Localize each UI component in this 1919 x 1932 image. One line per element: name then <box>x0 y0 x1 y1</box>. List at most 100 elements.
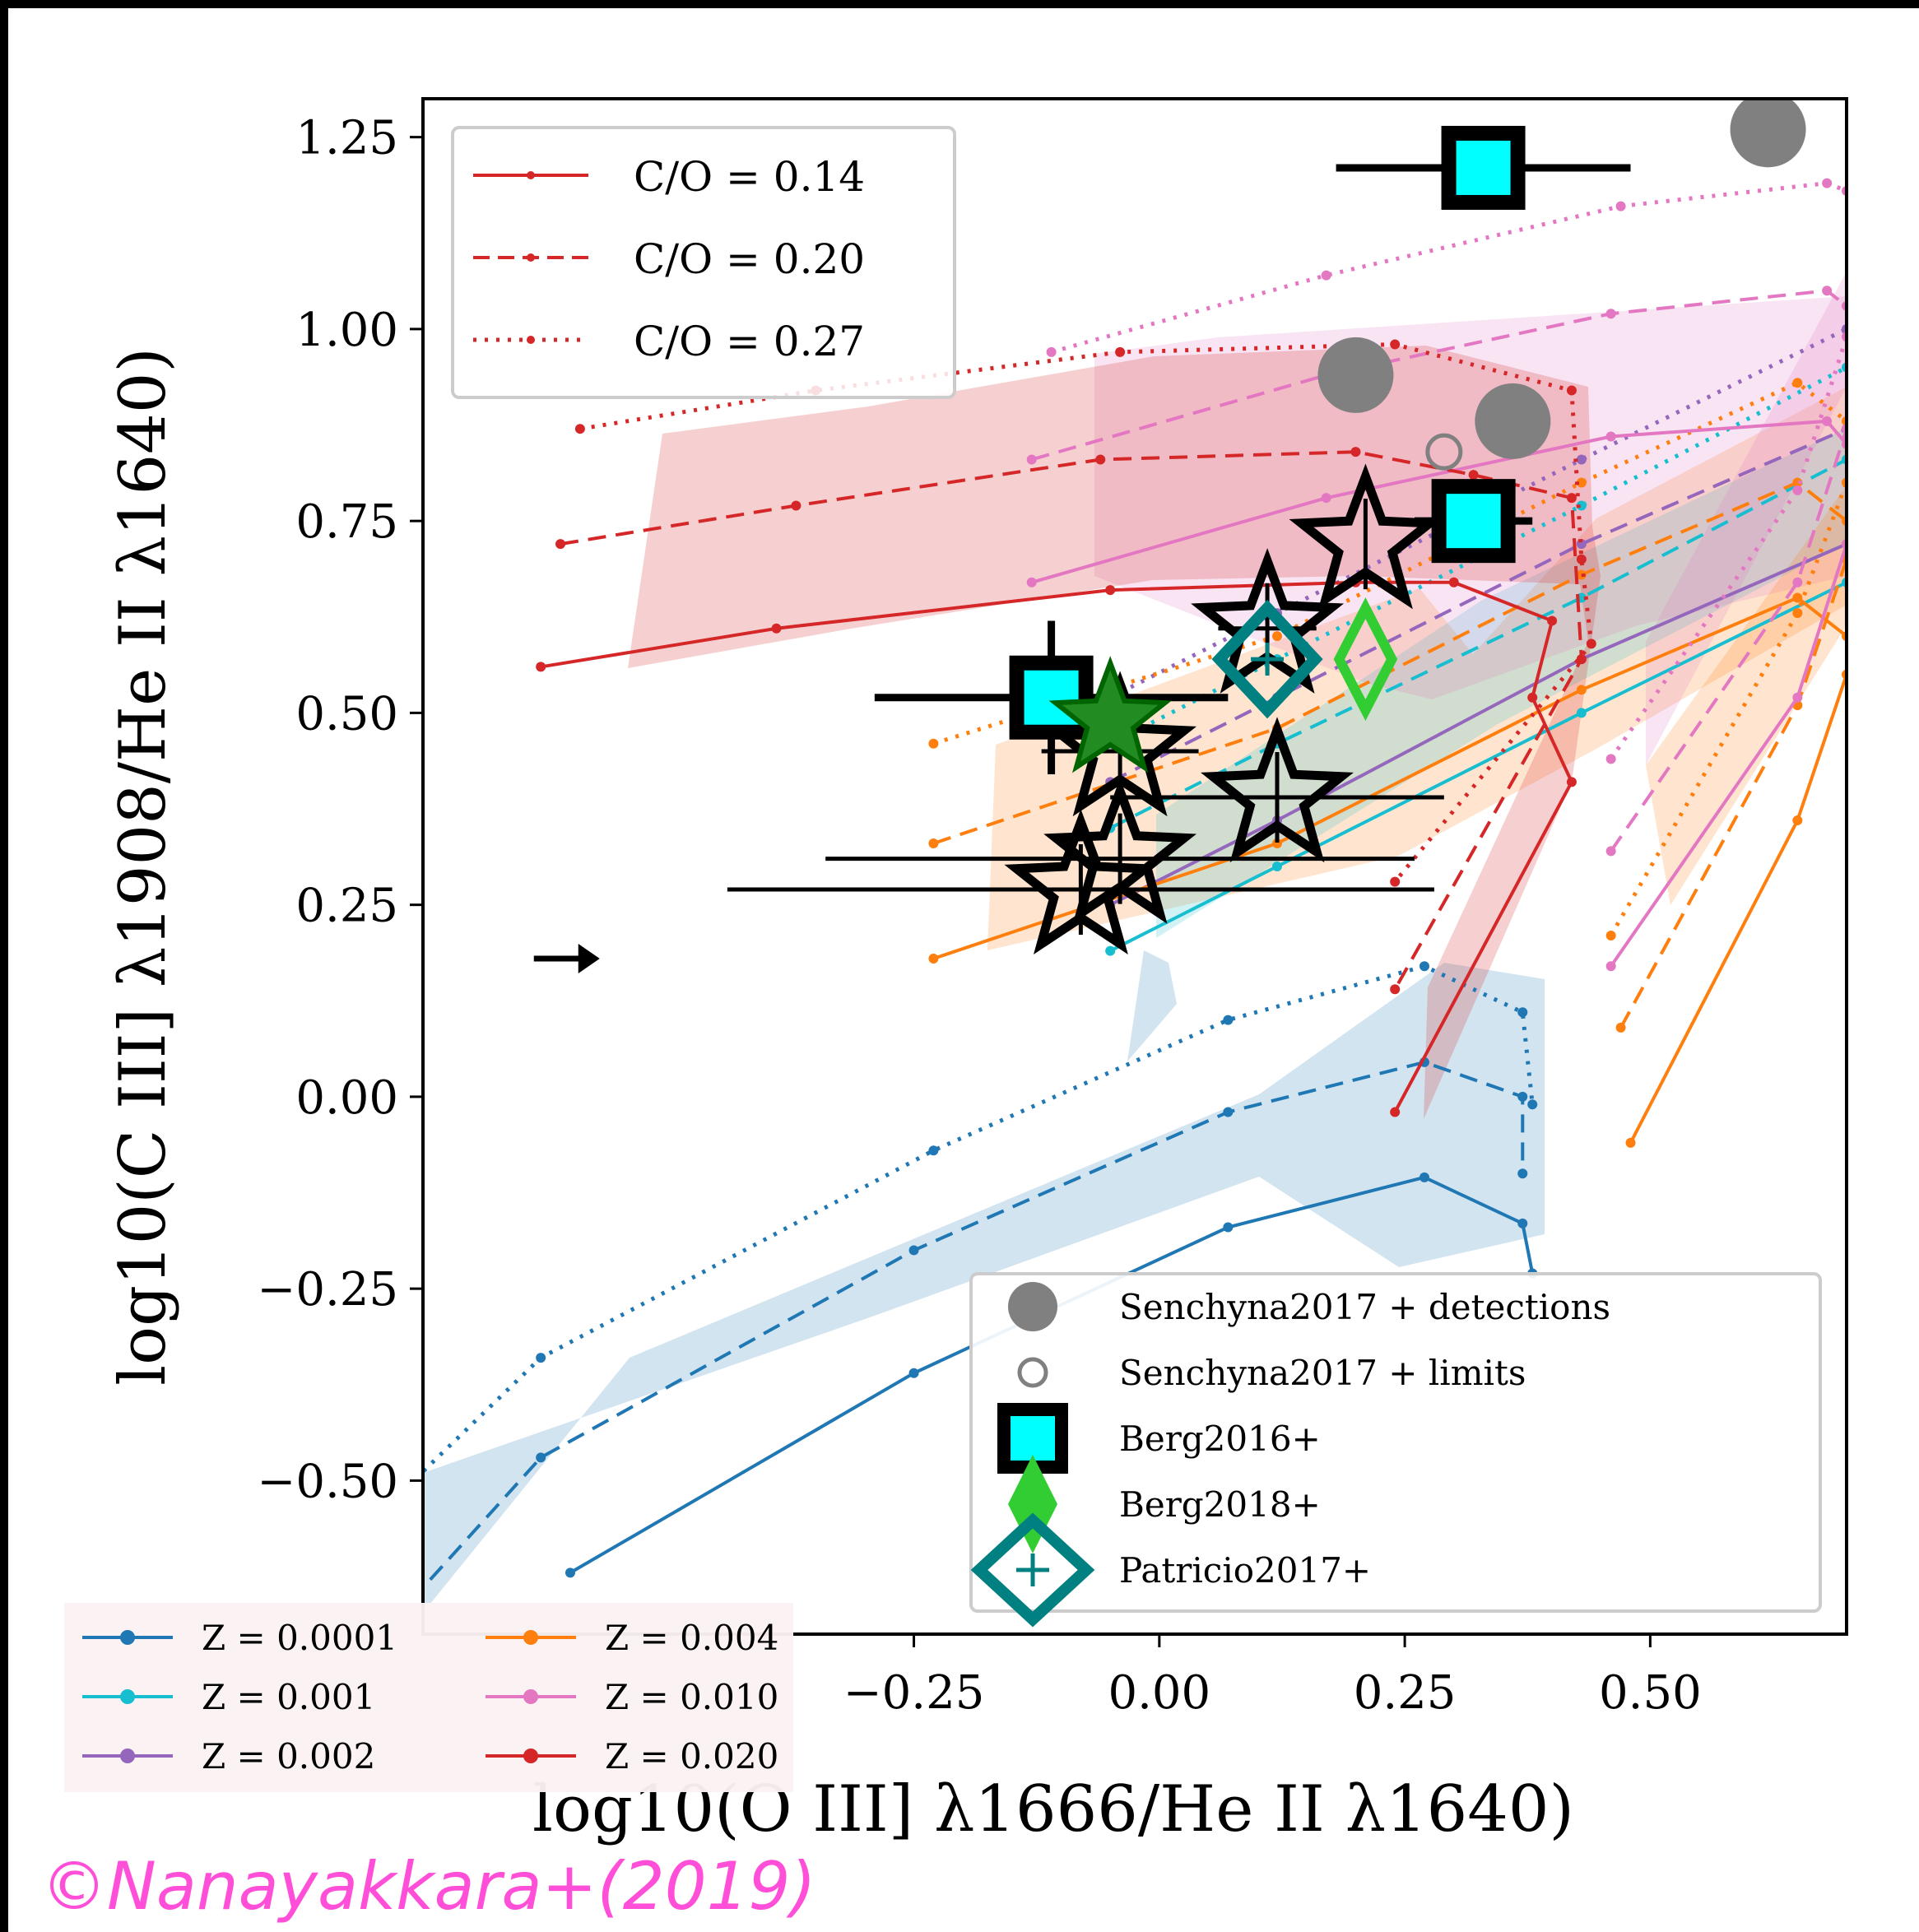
model-point <box>1576 477 1587 488</box>
legend-z-label: Z = 0.0001 <box>202 1618 397 1658</box>
senchyna-limit-point <box>1425 433 1463 471</box>
model-point <box>1105 945 1116 956</box>
legend-z-label: Z = 0.020 <box>605 1736 778 1776</box>
model-point <box>1566 493 1577 504</box>
legend-co-marker <box>527 171 535 179</box>
model-point <box>1046 346 1057 357</box>
legend-z-label: Z = 0.004 <box>605 1618 778 1658</box>
model-point <box>928 838 939 849</box>
model-point <box>1350 447 1361 457</box>
model-point <box>1105 585 1116 596</box>
ticks: −0.25 0.00 0.25 0.50 −0.50 −0.25 0.00 0.25 0.50 0… <box>257 112 1701 1720</box>
legend-z-marker <box>523 1749 538 1763</box>
legend-co-marker <box>527 336 535 344</box>
legend-co-label: C/O = 0.20 <box>634 235 865 283</box>
open-star-point <box>1289 463 1443 610</box>
band-z020 <box>628 346 1601 1119</box>
x-tick-label: 0.25 <box>1354 1666 1457 1720</box>
model-point <box>536 662 546 672</box>
legend-obs-label: Patricio2017+ <box>1119 1550 1371 1591</box>
model-point <box>1792 592 1803 603</box>
model-point <box>1605 431 1616 442</box>
model-line <box>1109 542 1847 907</box>
model-line <box>560 450 1583 991</box>
model-point <box>1576 708 1587 718</box>
model-point <box>1822 178 1833 188</box>
model-point <box>1576 554 1587 564</box>
model-point <box>1586 639 1596 649</box>
berg2016-point <box>1431 479 1516 564</box>
legend-z-label: Z = 0.002 <box>202 1736 375 1776</box>
model-point <box>1566 385 1577 396</box>
model-point <box>1448 577 1459 587</box>
model-point <box>1605 961 1616 972</box>
model-point <box>1321 493 1331 504</box>
model-point <box>1792 608 1803 619</box>
band-z004 <box>987 387 1847 950</box>
model-point <box>1115 346 1126 357</box>
legend-z-items: Z = 0.0001 Z = 0.001 Z = 0.002 Z = 0.004 Z =… <box>82 1618 778 1776</box>
model-point <box>1026 577 1037 587</box>
model-point <box>1419 1172 1429 1182</box>
open-star-point <box>1004 809 1158 955</box>
legend-senchyna-det-marker <box>1008 1282 1057 1331</box>
senchyna-detection-point <box>1730 99 1806 168</box>
legend-senchyna-lim-marker <box>1017 1357 1048 1388</box>
axes-frame <box>421 97 1848 1636</box>
model-point <box>574 424 585 434</box>
legend-z-label: Z = 0.001 <box>202 1677 375 1717</box>
y-tick-label: 1.00 <box>295 304 398 357</box>
model-point <box>1822 416 1833 426</box>
model-point <box>1468 470 1479 481</box>
model-point <box>1792 577 1803 587</box>
berg2016-point <box>1441 125 1526 210</box>
model-point <box>536 1452 546 1463</box>
y-axis-label: log10(C III] λ1908/He II λ1640) <box>106 347 180 1386</box>
model-line <box>569 1175 1535 1575</box>
model-point <box>1095 454 1106 465</box>
model-point <box>1527 1099 1538 1110</box>
model-point <box>1576 685 1587 695</box>
legend-observations: Senchyna2017 + detections Senchyna2017 +… <box>969 1272 1822 1628</box>
model-line <box>1109 457 1847 830</box>
x-tick-label: 0.00 <box>1108 1666 1210 1720</box>
x-tick-label: 0.50 <box>1599 1666 1702 1720</box>
band-z0001 <box>423 963 1545 1613</box>
model-point <box>1272 838 1282 849</box>
model-point <box>928 953 939 964</box>
model-point <box>555 539 566 550</box>
model-point <box>1390 876 1401 887</box>
model-point <box>1026 454 1037 465</box>
model-point <box>1605 846 1616 857</box>
band-z004-b <box>1646 485 1847 905</box>
legend-co-box <box>451 126 956 399</box>
legend-z-marker <box>120 1689 135 1704</box>
model-point <box>908 1368 919 1378</box>
model-point <box>791 500 802 511</box>
observations <box>533 99 1806 973</box>
watermark: ©Nanayakkara+(2019) <box>41 1848 816 1925</box>
model-point <box>928 738 939 749</box>
model-point <box>1615 1022 1626 1033</box>
legend-co-label: C/O = 0.14 <box>634 153 865 201</box>
legend-obs-label: Senchyna2017 + limits <box>1119 1353 1526 1393</box>
model-point <box>1547 615 1558 626</box>
model-line <box>1109 580 1847 953</box>
model-point <box>908 1245 919 1256</box>
legend-obs-label: Berg2018+ <box>1119 1484 1321 1525</box>
legend-co-label: C/O = 0.27 <box>634 318 865 365</box>
model-point <box>1576 500 1587 511</box>
legend-obs-label: Senchyna2017 + detections <box>1119 1287 1610 1327</box>
model-point <box>369 1514 379 1524</box>
model-point <box>771 623 782 634</box>
model-point <box>1272 862 1282 871</box>
open-star-point <box>1201 717 1354 863</box>
band-z001 <box>1156 428 1847 938</box>
senchyna-detection-point <box>1475 383 1551 459</box>
model-point <box>1390 984 1401 995</box>
model-point <box>1792 485 1803 495</box>
patricio2017-point <box>1211 599 1323 719</box>
legend-obs-box <box>969 1272 1822 1613</box>
